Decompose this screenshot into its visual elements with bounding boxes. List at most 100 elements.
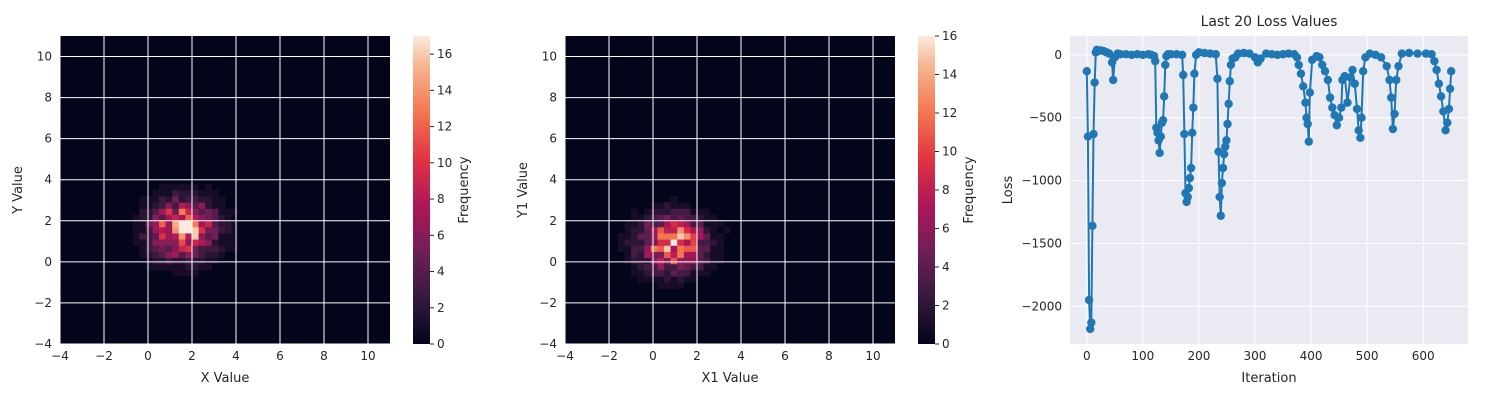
heatmap-cell — [683, 276, 691, 283]
heatmap-cell — [690, 245, 698, 252]
loss-point — [1346, 73, 1355, 82]
heatmap-cell — [657, 214, 665, 222]
heatmap-cell — [677, 239, 685, 246]
heatmap-cell — [690, 270, 698, 277]
heatmap-cell — [690, 239, 698, 246]
loss-point — [1404, 48, 1414, 58]
colorbar-tick-label: 4 — [942, 260, 950, 274]
loss-point — [1304, 137, 1314, 146]
heatmap-cell — [664, 263, 671, 271]
heatmap-cell — [631, 214, 638, 222]
heatmap-cell — [152, 196, 160, 203]
heatmap-cell — [670, 196, 678, 203]
heatmap-cell — [231, 208, 239, 215]
heatmap-cell — [172, 183, 180, 191]
loss-point — [1443, 118, 1452, 127]
heatmap-cell — [703, 245, 711, 252]
y-tick-label: 4 — [549, 173, 557, 187]
loss-point — [1222, 136, 1231, 145]
heatmap-cell — [624, 251, 632, 259]
heatmap-cell — [139, 239, 147, 246]
heatmap-cell — [670, 202, 678, 209]
heatmap-cell — [650, 270, 658, 277]
colorbar-tick-label: 2 — [437, 301, 445, 315]
heatmap-cell — [657, 282, 665, 289]
heatmap-cell — [710, 257, 718, 265]
heatmap-2-colorbar — [918, 36, 935, 344]
heatmap-cell — [650, 257, 658, 265]
y-tick-label: −1500 — [1021, 236, 1062, 250]
heatmap-cell — [703, 251, 711, 259]
heatmap-cell — [198, 239, 206, 246]
heatmap-cell — [677, 226, 685, 234]
heatmap-cell — [637, 245, 645, 252]
heatmap-cell — [145, 245, 153, 252]
heatmap-cell — [644, 257, 652, 265]
loss-point — [1390, 109, 1399, 119]
heatmap-cell — [159, 208, 166, 215]
heatmap-cell — [192, 202, 199, 209]
heatmap-cell — [670, 245, 678, 252]
loss-x-axis-label: Iteration — [1241, 371, 1296, 386]
heatmap-cell — [185, 214, 193, 222]
heatmap-cell — [218, 233, 226, 240]
heatmap-cell — [683, 270, 691, 277]
heatmap-cell — [198, 208, 206, 215]
heatmap-cell — [178, 220, 186, 228]
heatmap-cell — [178, 226, 186, 234]
heatmap-cell — [703, 208, 711, 215]
colorbar-tick-label: 8 — [942, 183, 950, 197]
heatmap-1-x-ticks: −4 −2 0 2 4 6 8 10 — [51, 349, 375, 363]
heatmap-cell — [225, 245, 232, 252]
heatmap-cell — [152, 202, 160, 209]
heatmap-cell — [690, 233, 698, 240]
loss-point — [1188, 128, 1197, 137]
loss-point — [1185, 173, 1195, 183]
heatmap-cell — [644, 239, 652, 246]
loss-point — [1332, 121, 1342, 130]
heatmap-cell — [205, 208, 213, 215]
heatmap-cell — [231, 220, 239, 228]
heatmap-cell — [624, 233, 632, 240]
heatmap-cell — [631, 263, 638, 271]
loss-point — [1108, 75, 1118, 85]
heatmap-cell — [670, 214, 678, 222]
heatmap-cell — [192, 208, 199, 215]
heatmap-2-y-axis-label: Y1 Value — [516, 162, 531, 219]
heatmap-cell — [159, 233, 166, 240]
heatmap-cell — [152, 257, 160, 265]
loss-point — [1088, 221, 1097, 231]
heatmap-cell — [165, 245, 173, 252]
heatmap-cell — [657, 220, 665, 228]
heatmap-cell — [172, 263, 180, 271]
heatmap-cell — [716, 257, 724, 265]
heatmap-cell — [205, 251, 213, 259]
x-tick-label: 4 — [232, 349, 240, 363]
heatmap-cell — [710, 263, 718, 271]
heatmap-cell — [185, 183, 193, 191]
heatmap-cell — [159, 190, 166, 197]
heatmap-cell — [657, 226, 665, 234]
heatmap-cell — [657, 233, 665, 240]
x-tick-label: 4 — [737, 349, 745, 363]
heatmap-cell — [664, 214, 671, 222]
x-tick-label: 500 — [1356, 349, 1379, 363]
heatmap-cell — [664, 233, 671, 240]
x-tick-label: 6 — [276, 349, 284, 363]
heatmap-panel-2: −4 −2 0 2 4 6 8 10 −4 −2 0 2 4 6 8 10 X1 Value Y1 Valu… — [516, 29, 977, 386]
loss-point — [1348, 65, 1357, 75]
heatmap-cell — [211, 233, 219, 240]
colorbar-tick-label: 4 — [437, 265, 445, 279]
heatmap-cell — [697, 257, 704, 265]
heatmap-cell — [205, 263, 213, 271]
heatmap-cell — [716, 233, 724, 240]
loss-point — [1445, 84, 1455, 94]
heatmap-cell — [710, 233, 718, 240]
colorbar-tick-label: 10 — [942, 145, 957, 159]
heatmap-cell — [192, 245, 199, 252]
heatmap-cell — [231, 245, 239, 252]
loss-plot-background — [1070, 36, 1468, 344]
heatmap-cell — [185, 202, 193, 209]
heatmap-cell — [231, 233, 239, 240]
heatmap-cell — [650, 276, 658, 283]
